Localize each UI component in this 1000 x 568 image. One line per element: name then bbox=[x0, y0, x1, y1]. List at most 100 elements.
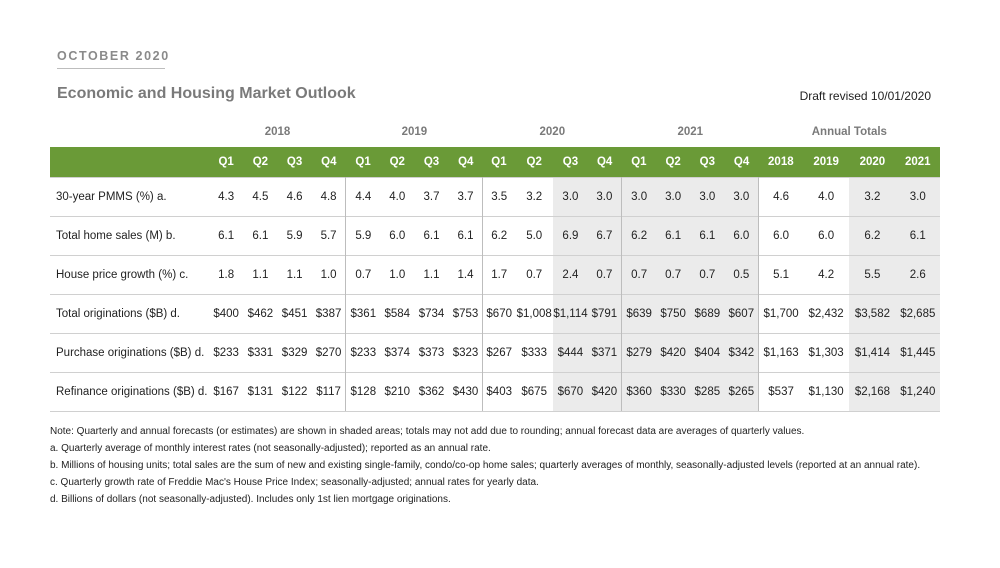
table-cell: $2,685 bbox=[895, 294, 940, 334]
table-cell: 6.1 bbox=[448, 216, 484, 256]
table-cell: $1,445 bbox=[895, 333, 940, 373]
table-cell: 0.7 bbox=[515, 255, 554, 295]
table-cell: 3.7 bbox=[414, 177, 449, 217]
column-header: Q2 bbox=[380, 147, 415, 178]
note-c: c. Quarterly growth rate of Freddie Mac'… bbox=[50, 477, 539, 488]
table-cell: 6.0 bbox=[380, 216, 415, 256]
table-cell: $360 bbox=[621, 372, 656, 412]
table-cell: $404 bbox=[690, 333, 725, 373]
table-cell: 5.9 bbox=[277, 216, 312, 256]
column-header: Q2 bbox=[656, 147, 691, 178]
table-cell: 1.1 bbox=[414, 255, 449, 295]
table-cell: $1,130 bbox=[802, 372, 850, 412]
table-cell: 4.2 bbox=[802, 255, 850, 295]
table-cell: 6.0 bbox=[724, 216, 760, 256]
table-cell: $131 bbox=[243, 372, 278, 412]
table-cell: $331 bbox=[243, 333, 278, 373]
table-cell: $403 bbox=[482, 372, 516, 412]
table-cell: $444 bbox=[553, 333, 588, 373]
row-label: Refinance originations ($B) d. bbox=[50, 372, 210, 412]
draft-revised-date: Draft revised 10/01/2020 bbox=[799, 89, 931, 103]
table-cell: $323 bbox=[448, 333, 484, 373]
table-cell: $210 bbox=[380, 372, 415, 412]
table-cell: $329 bbox=[277, 333, 312, 373]
year-header-annual-totals: Annual Totals bbox=[811, 126, 887, 138]
month-underline bbox=[57, 68, 165, 69]
table-cell: $374 bbox=[380, 333, 415, 373]
table-cell: $330 bbox=[656, 372, 691, 412]
outlook-table: 2018 2019 2020 2021 Annual Totals Q1 Q2 Q3… bbox=[50, 117, 940, 412]
table-cell: $279 bbox=[621, 333, 656, 373]
table-cell: 3.2 bbox=[515, 177, 554, 217]
table-cell: 2.4 bbox=[553, 255, 588, 295]
column-header: Q3 bbox=[414, 147, 449, 178]
table-cell: 3.0 bbox=[553, 177, 588, 217]
table-cell: $265 bbox=[724, 372, 760, 412]
table-cell: $462 bbox=[243, 294, 278, 334]
table-cell: $670 bbox=[482, 294, 516, 334]
table-cell: 6.9 bbox=[553, 216, 588, 256]
table-cell: 3.2 bbox=[849, 177, 896, 217]
table-cell: 5.5 bbox=[849, 255, 896, 295]
table-row: Refinance originations ($B) d. $167 $131 $1… bbox=[50, 372, 940, 412]
table-cell: 4.5 bbox=[243, 177, 278, 217]
table-cell: $734 bbox=[414, 294, 449, 334]
year-header-2018: 2018 bbox=[264, 126, 291, 138]
table-cell: 1.7 bbox=[482, 255, 516, 295]
table-cell: 3.0 bbox=[656, 177, 691, 217]
table-cell: $1,240 bbox=[895, 372, 940, 412]
column-header: Q3 bbox=[553, 147, 588, 178]
table-cell: 3.0 bbox=[724, 177, 760, 217]
column-header: Q2 bbox=[515, 147, 554, 178]
table-cell: 4.4 bbox=[345, 177, 381, 217]
note-d: d. Billions of dollars (not seasonally-a… bbox=[50, 494, 451, 505]
table-cell: 6.1 bbox=[895, 216, 940, 256]
year-header-2021: 2021 bbox=[677, 126, 704, 138]
table-cell: 0.7 bbox=[345, 255, 381, 295]
table-cell: $584 bbox=[380, 294, 415, 334]
table-cell: 3.7 bbox=[448, 177, 484, 217]
table-row: 30-year PMMS (%) a. 4.3 4.5 4.6 4.8 4.4 4.0 3.7… bbox=[50, 177, 940, 217]
table-cell: $1,414 bbox=[849, 333, 896, 373]
year-header-blank bbox=[50, 117, 209, 147]
table-cell: 3.0 bbox=[621, 177, 656, 217]
table-cell: $2,168 bbox=[849, 372, 896, 412]
table-cell: 0.7 bbox=[587, 255, 623, 295]
table-cell: $128 bbox=[345, 372, 381, 412]
table-cell: $117 bbox=[311, 372, 347, 412]
year-header-row: 2018 2019 2020 2021 Annual Totals bbox=[50, 117, 940, 147]
table-cell: 4.6 bbox=[277, 177, 312, 217]
table-cell: $3,582 bbox=[849, 294, 896, 334]
table-cell: 0.7 bbox=[656, 255, 691, 295]
table-body: 30-year PMMS (%) a. 4.3 4.5 4.6 4.8 4.4 4.0 3.7… bbox=[50, 177, 940, 412]
table-cell: $267 bbox=[482, 333, 516, 373]
column-header: Q4 bbox=[311, 147, 346, 178]
table-cell: 1.0 bbox=[311, 255, 347, 295]
table-cell: $270 bbox=[311, 333, 347, 373]
footnotes: Note: Quarterly and annual forecasts (or… bbox=[50, 425, 940, 510]
row-label: House price growth (%) c. bbox=[50, 255, 210, 295]
table-cell: 4.0 bbox=[380, 177, 415, 217]
table-cell: $1,008 bbox=[515, 294, 554, 334]
column-header: 2020 bbox=[849, 147, 896, 178]
year-header-2020: 2020 bbox=[539, 126, 566, 138]
report-month: OCTOBER 2020 bbox=[57, 49, 170, 63]
table-cell: 6.1 bbox=[690, 216, 725, 256]
table-cell: $607 bbox=[724, 294, 760, 334]
table-cell: 6.1 bbox=[209, 216, 244, 256]
table-cell: $753 bbox=[448, 294, 484, 334]
table-cell: 6.2 bbox=[621, 216, 656, 256]
column-header: Q4 bbox=[448, 147, 483, 178]
table-cell: 5.7 bbox=[311, 216, 347, 256]
row-label: Total home sales (M) b. bbox=[50, 216, 210, 256]
table-cell: $537 bbox=[758, 372, 803, 412]
note-main: Note: Quarterly and annual forecasts (or… bbox=[50, 426, 805, 437]
table-cell: $167 bbox=[209, 372, 244, 412]
table-cell: $122 bbox=[277, 372, 312, 412]
table-cell: $670 bbox=[553, 372, 588, 412]
table-cell: 6.2 bbox=[482, 216, 516, 256]
table-cell: $400 bbox=[209, 294, 244, 334]
table-cell: 4.3 bbox=[209, 177, 244, 217]
table-cell: 3.5 bbox=[482, 177, 516, 217]
note-b: b. Millions of housing units; total sale… bbox=[50, 460, 921, 471]
